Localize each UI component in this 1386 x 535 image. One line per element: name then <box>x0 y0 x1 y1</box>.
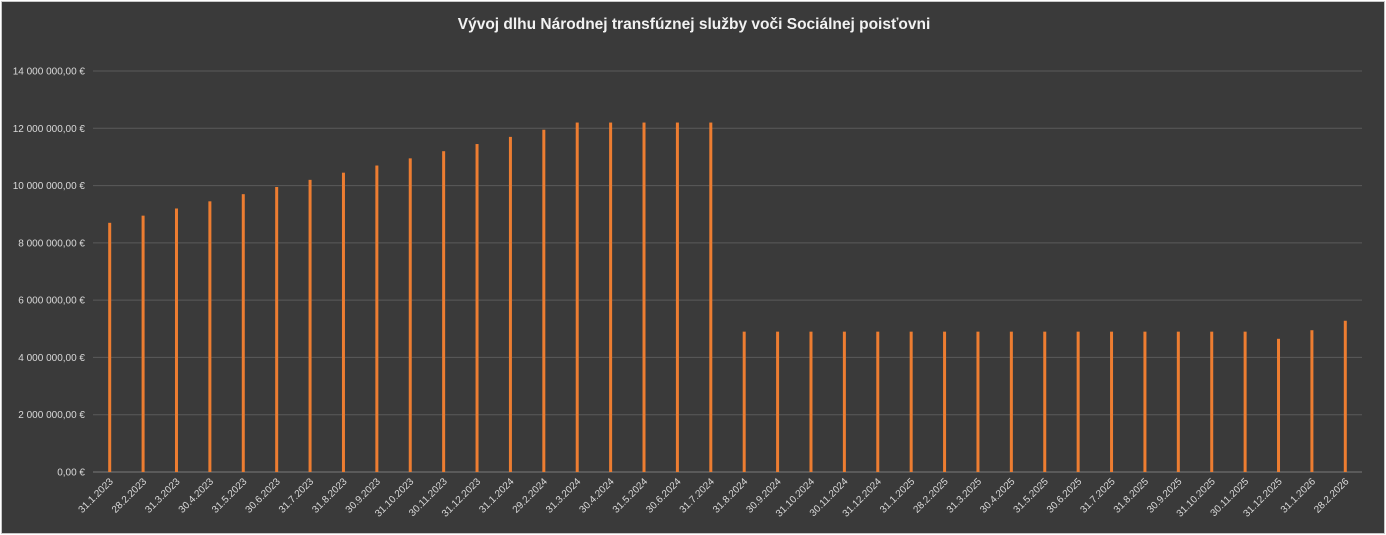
bar <box>508 136 512 472</box>
bar <box>1343 320 1347 472</box>
bar <box>742 331 746 472</box>
bar <box>1176 331 1180 472</box>
gridlines <box>93 70 1362 473</box>
bar <box>776 331 780 472</box>
y-tick-label: 10 000 000,00 € <box>13 181 86 192</box>
x-tick-label: 31.7.2024 <box>678 476 718 516</box>
bar <box>842 331 846 472</box>
bar <box>909 331 913 472</box>
x-axis: 31.1.202328.2.202331.3.202330.4.202331.5… <box>77 476 1352 519</box>
bar <box>542 129 546 472</box>
x-tick-label: 30.6.2024 <box>644 476 684 516</box>
x-tick-label: 28.2.2026 <box>1312 476 1352 516</box>
bar <box>442 151 446 472</box>
bar <box>809 331 813 472</box>
x-tick-label: 30.4.2023 <box>177 476 217 516</box>
bar <box>1310 330 1314 472</box>
x-tick-label: 31.8.2025 <box>1112 476 1152 516</box>
bar <box>575 122 579 473</box>
bar <box>1277 338 1281 472</box>
x-tick-label: 29.2.2024 <box>511 476 551 516</box>
bar <box>943 331 947 472</box>
bar <box>876 331 880 472</box>
bar <box>108 222 112 472</box>
x-tick-label: 31.7.2023 <box>277 476 317 516</box>
x-tick-label: 28.2.2023 <box>110 476 150 516</box>
bar <box>1043 331 1047 472</box>
y-tick-label: 4 000 000,00 € <box>18 353 85 364</box>
x-tick-label: 31.7.2025 <box>1078 476 1118 516</box>
chart-title: Vývoj dlhu Národnej transfúznej služby v… <box>458 16 931 33</box>
x-tick-label: 31.5.2025 <box>1012 476 1052 516</box>
x-tick-label: 30.4.2025 <box>978 476 1018 516</box>
bar <box>1243 331 1247 472</box>
bar <box>208 201 212 472</box>
bar <box>1076 331 1080 472</box>
x-tick-label: 31.8.2023 <box>310 476 350 516</box>
bar <box>1143 331 1147 472</box>
x-tick-label: 30.6.2023 <box>244 476 284 516</box>
bar <box>976 331 980 472</box>
x-tick-label: 31.1.2025 <box>878 476 918 516</box>
bar <box>609 122 613 473</box>
bar <box>241 194 245 472</box>
x-tick-label: 31.1.2026 <box>1279 476 1319 516</box>
x-tick-label: 28.2.2025 <box>911 476 951 516</box>
x-tick-label: 30.4.2024 <box>577 476 617 516</box>
bar <box>642 122 646 473</box>
bar <box>1210 331 1214 472</box>
bar <box>174 208 178 472</box>
bar <box>675 122 679 473</box>
bar <box>308 179 312 473</box>
bar <box>1110 331 1114 472</box>
x-tick-label: 31.1.2024 <box>477 476 517 516</box>
bar <box>408 158 412 472</box>
x-tick-label: 31.5.2023 <box>210 476 250 516</box>
x-tick-label: 31.3.2025 <box>945 476 985 516</box>
bars <box>108 122 1347 473</box>
x-tick-label: 30.6.2025 <box>1045 476 1085 516</box>
y-tick-label: 12 000 000,00 € <box>13 124 86 135</box>
x-tick-label: 31.8.2024 <box>711 476 751 516</box>
bar <box>475 144 479 472</box>
bar <box>375 165 379 472</box>
y-tick-label: 6 000 000,00 € <box>18 296 85 307</box>
y-tick-label: 8 000 000,00 € <box>18 238 85 249</box>
x-tick-label: 31.3.2024 <box>544 476 584 516</box>
bar <box>341 172 345 473</box>
y-axis: 0,00 € 2 000 000,00 € 4 000 000,00 € 6 000 … <box>13 67 86 479</box>
x-tick-label: 31.1.2023 <box>77 476 117 516</box>
bar <box>275 187 279 472</box>
y-tick-label: 2 000 000,00 € <box>18 410 85 421</box>
x-tick-label: 31.3.2023 <box>143 476 183 516</box>
bar <box>1009 331 1013 472</box>
y-tick-label: 14 000 000,00 € <box>13 67 86 78</box>
bar <box>141 215 145 472</box>
bar <box>709 122 713 473</box>
x-tick-label: 31.5.2024 <box>611 476 651 516</box>
y-tick-label: 0,00 € <box>57 468 85 479</box>
